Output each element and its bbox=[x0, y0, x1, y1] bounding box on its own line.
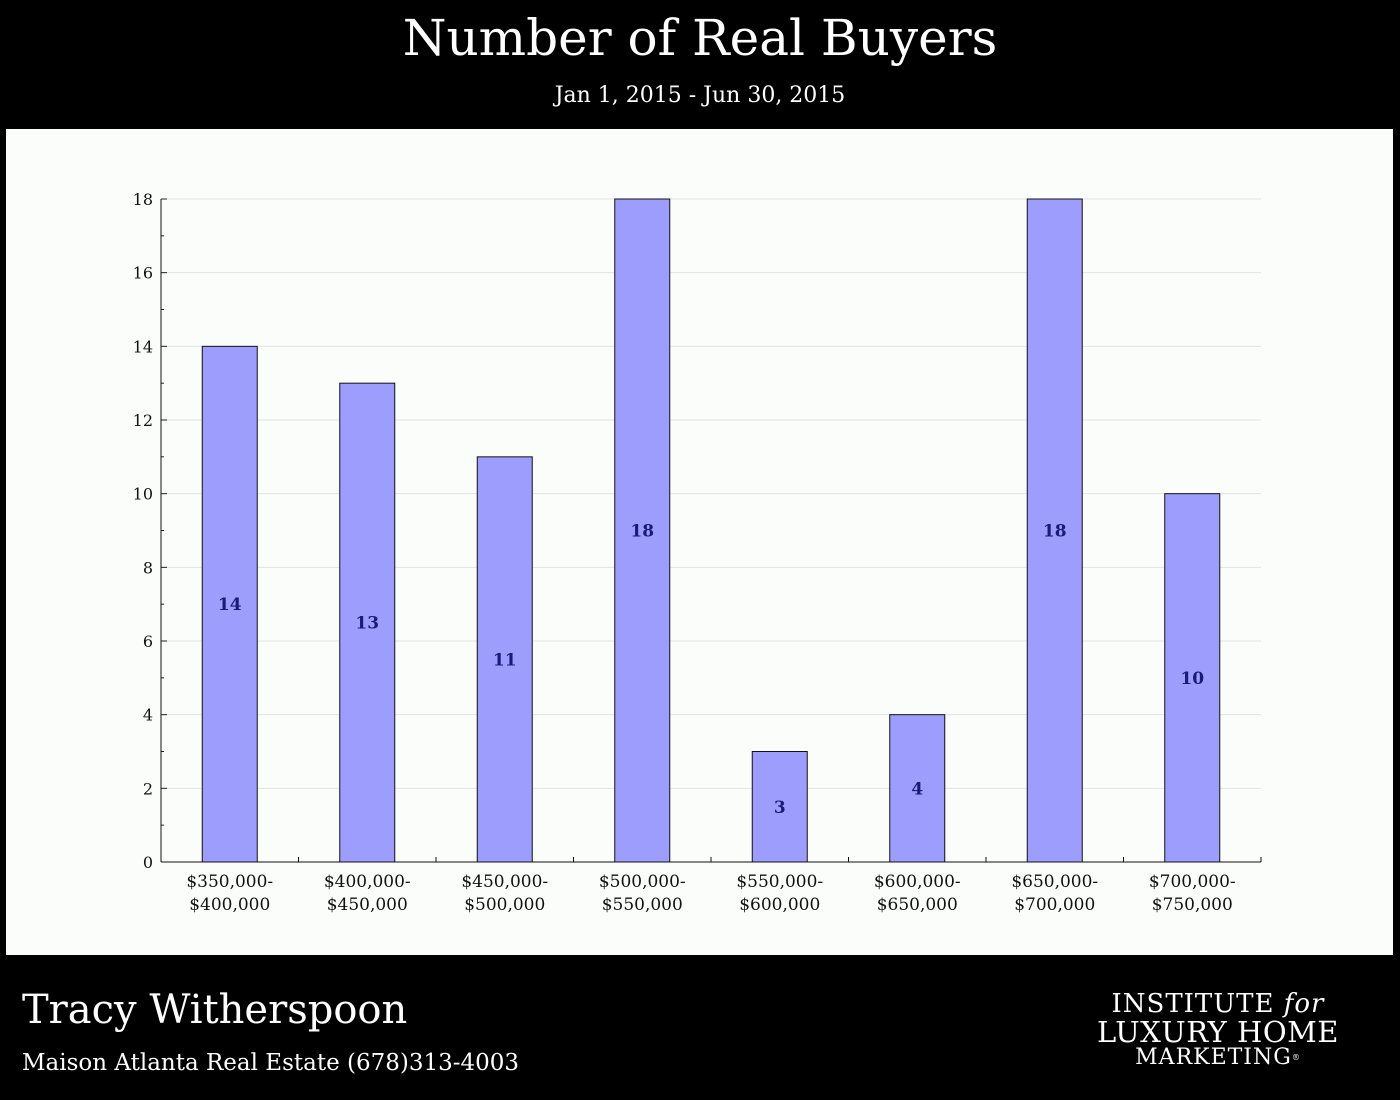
y-tick-label: 12 bbox=[133, 411, 153, 430]
x-tick-label: $400,000- bbox=[324, 872, 411, 892]
bar bbox=[476, 456, 533, 863]
x-tick-label: $550,000 bbox=[602, 895, 683, 915]
bar-data-label: 3 bbox=[774, 798, 786, 818]
bar-data-label: 4 bbox=[911, 779, 923, 799]
bar-data-label: 18 bbox=[630, 522, 654, 542]
bar-data-label: 14 bbox=[218, 595, 242, 615]
y-tick-label: 10 bbox=[133, 485, 153, 504]
bar bbox=[1026, 198, 1083, 863]
agent-name: Tracy Witherspoon bbox=[22, 987, 408, 1033]
y-tick-label: 2 bbox=[143, 779, 153, 798]
bar-chart: 0 2 4 6 8 10 12 14 16 18 14 $350,000- $400,000 13 $400… bbox=[133, 190, 1262, 915]
logo-word-institute: INSTITUTE bbox=[1111, 989, 1275, 1019]
y-tick-label: 0 bbox=[143, 853, 153, 872]
chart-panel: 0 2 4 6 8 10 12 14 16 18 14 $350,000- $400,000 13 $400… bbox=[6, 129, 1393, 955]
institute-logo: INSTITUTE for LUXURY HOME MARKETING® bbox=[1080, 990, 1356, 1070]
x-tick-label: $650,000- bbox=[1011, 872, 1098, 892]
bar-data-label: 18 bbox=[1043, 522, 1067, 542]
y-tick-label: 14 bbox=[133, 337, 153, 356]
bar bbox=[889, 714, 946, 863]
x-tick-label: $500,000- bbox=[599, 872, 686, 892]
y-tick-label: 8 bbox=[143, 558, 153, 577]
chart-title: Number of Real Buyers bbox=[402, 9, 998, 67]
bar-data-label: 13 bbox=[355, 614, 379, 634]
x-tick-label: $350,000- bbox=[186, 872, 273, 892]
x-tick-label: $450,000 bbox=[327, 895, 408, 915]
bar-data-label: 10 bbox=[1180, 669, 1204, 689]
bar bbox=[1164, 493, 1221, 863]
x-tick-label: $500,000 bbox=[464, 895, 545, 915]
logo-word-marketing: MARKETING bbox=[1135, 1045, 1292, 1070]
logo-line-1: INSTITUTE for bbox=[1080, 990, 1356, 1018]
bar bbox=[201, 345, 258, 863]
logo-word-for: for bbox=[1283, 989, 1325, 1019]
chart-subtitle: Jan 1, 2015 - Jun 30, 2015 bbox=[554, 83, 846, 108]
x-tick-label: $700,000- bbox=[1149, 872, 1236, 892]
y-tick-label: 6 bbox=[143, 632, 153, 651]
company-contact: Maison Atlanta Real Estate (678)313-4003 bbox=[22, 1050, 520, 1076]
y-tick-label: 18 bbox=[133, 190, 153, 209]
x-tick-label: $400,000 bbox=[189, 895, 270, 915]
logo-line-3: MARKETING® bbox=[1080, 1046, 1356, 1070]
y-tick-label: 16 bbox=[133, 264, 153, 283]
x-tick-label: $450,000- bbox=[461, 872, 548, 892]
x-tick-label: $750,000 bbox=[1152, 895, 1233, 915]
y-tick-label: 4 bbox=[143, 706, 153, 725]
x-tick-label: $600,000 bbox=[739, 895, 820, 915]
bar-data-label: 11 bbox=[493, 650, 517, 670]
bar bbox=[614, 198, 671, 863]
bar bbox=[339, 382, 396, 863]
logo-line-2: LUXURY HOME bbox=[1097, 1015, 1339, 1049]
chart-header: Number of Real Buyers Jan 1, 2015 - Jun … bbox=[0, 0, 1400, 128]
bar bbox=[751, 751, 808, 863]
registered-mark: ® bbox=[1291, 1053, 1301, 1062]
x-tick-label: $550,000- bbox=[736, 872, 823, 892]
x-tick-label: $700,000 bbox=[1014, 895, 1095, 915]
x-tick-label: $650,000 bbox=[877, 895, 958, 915]
x-tick-label: $600,000- bbox=[874, 872, 961, 892]
